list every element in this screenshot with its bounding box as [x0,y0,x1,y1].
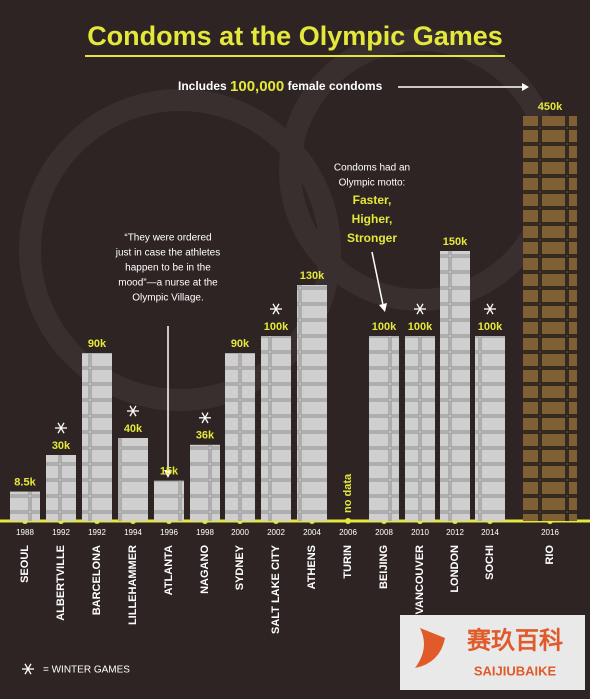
bar-texture [440,251,470,521]
snowflake [414,303,426,315]
snowflake-arm [201,412,209,424]
snowflake [484,303,496,315]
snowflake [127,405,139,417]
value-label: 450k [538,101,563,113]
x-tick-label: SYDNEY [234,544,246,590]
snowflake-arm [129,405,137,417]
x-tick-label: ALBERTVILLE [55,545,67,621]
x-tick-label: NAGANO [199,545,211,594]
bar-texture [154,480,184,521]
snowflake-arm [24,663,32,675]
x-year-label: 1992 [88,528,106,537]
x-tick-label: LONDON [449,545,461,593]
value-label: 40k [124,423,143,435]
snowflake-arm [416,303,424,315]
value-label: 90k [231,338,250,350]
motto-arrowhead [379,303,387,312]
x-tick-label: SALT LAKE CITY [270,544,282,634]
bar-texture [523,116,577,521]
x-year-label: 2016 [541,528,559,537]
x-year-label: 2002 [267,528,285,537]
x-year-label: 1998 [196,528,214,537]
snowflake-arm [272,303,280,315]
x-tick-label: ATLANTA [163,545,175,595]
note-number: 100,000 [230,78,284,95]
motto-word: Higher, [352,212,393,226]
bar-texture [405,336,435,521]
quote-arrowhead [164,470,172,478]
bar-texture [10,491,40,521]
watermark-text: SAIJIUBAIKE [474,663,557,678]
x-year-label: 2000 [231,528,249,537]
value-label: 100k [478,321,503,333]
x-year-label: 2014 [481,528,499,537]
bar-texture [369,336,399,521]
snowflake [22,663,34,675]
snowflake [270,303,282,315]
x-year-label: 2012 [446,528,464,537]
value-label: 100k [264,321,289,333]
value-label: 30k [52,440,71,452]
bar-texture [225,353,255,521]
x-tick-label: SOCHI [484,545,496,580]
value-label: 130k [300,270,325,282]
x-year-label: 2006 [339,528,357,537]
watermark-text: 赛玖百科 [466,626,563,654]
female-note: Includes 100,000 female condoms [178,78,383,95]
x-year-label: 1992 [52,528,70,537]
snowflake [199,412,211,424]
legend: = WINTER GAMES [43,665,130,676]
bar-texture [297,285,327,521]
bar-texture [190,444,220,521]
motto-word: Faster, [353,193,392,207]
snowflake-arm [486,303,494,315]
x-year-label: 2004 [303,528,321,537]
note-text: female condoms [284,79,382,93]
bar-texture [82,353,112,521]
bar-texture [475,336,505,521]
bar-texture [118,438,148,521]
x-year-label: 2008 [375,528,393,537]
bar-texture [261,336,291,521]
x-tick-label: BARCELONA [91,545,103,615]
quote-line: mood”—a nurse at the [118,278,218,289]
value-label: 8.5k [14,476,36,488]
x-tick-label: RIO [544,545,556,565]
x-tick-label: VANCOUVER [414,545,426,615]
note-text: Includes [178,79,230,93]
value-label: 90k [88,338,107,350]
motto-intro: Olympic motto: [339,178,406,189]
chart-title: Condoms at the Olympic Games [87,21,503,51]
bar-texture [46,455,76,521]
snowflake-arm [57,422,65,434]
quote-line: just in case the athletes [115,248,221,259]
value-label: 150k [443,236,468,248]
quote-line: “They were ordered [124,233,211,244]
x-year-label: 1994 [124,528,142,537]
motto-intro: Condoms had an [334,163,410,174]
quote-line: happen to be in the [125,263,211,274]
motto-arrow [371,251,384,306]
value-label: no data [342,473,354,513]
motto-word: Stronger [347,231,397,245]
legend-label: = WINTER GAMES [43,665,130,676]
x-tick-label: TURIN [342,545,354,579]
x-tick-label: LILLEHAMMER [127,545,139,625]
snowflake [55,422,67,434]
x-year-label: 2010 [411,528,429,537]
x-year-label: 1988 [16,528,34,537]
x-tick-label: SEOUL [19,545,31,583]
value-label: 15k [160,465,179,477]
value-label: 36k [196,430,215,442]
value-label: 100k [372,321,397,333]
watermark-logo [415,628,445,668]
note-arrowhead [522,83,529,91]
x-year-label: 1996 [160,528,178,537]
quote-line: Olympic Village. [132,293,204,304]
axis-tick [345,518,351,524]
x-tick-label: ATHENS [306,545,318,589]
value-label: 100k [408,321,433,333]
x-tick-label: BEIJING [378,545,390,589]
